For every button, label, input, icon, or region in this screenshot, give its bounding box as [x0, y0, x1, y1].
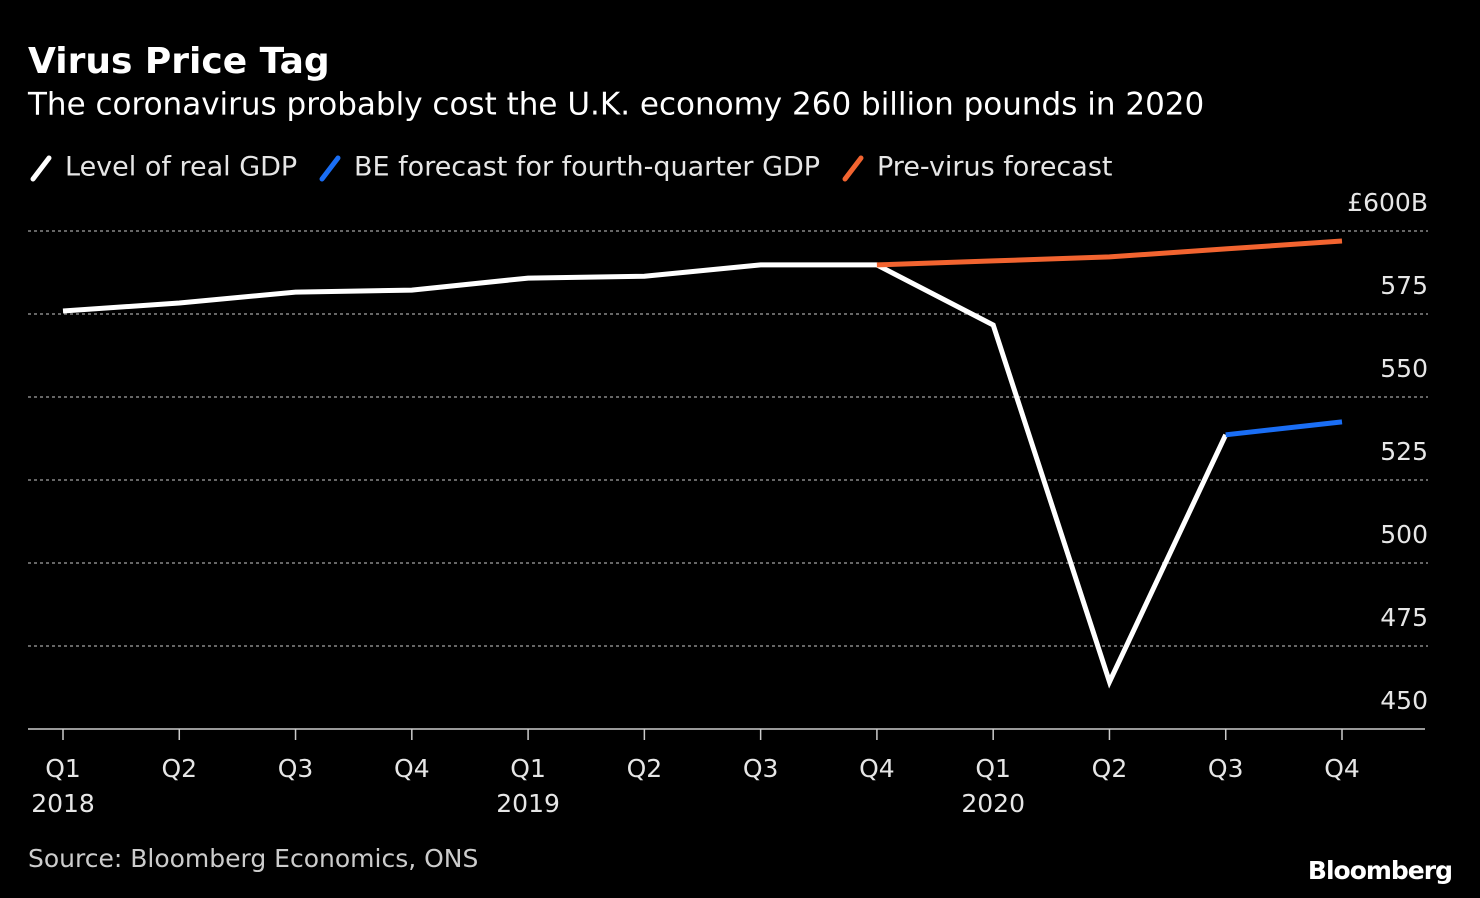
chart-subtitle: The coronavirus probably cost the U.K. e…	[27, 87, 1204, 123]
legend-label: BE forecast for fourth-quarter GDP	[354, 152, 820, 183]
x-year-label: 2019	[496, 789, 560, 818]
legend-swatch	[842, 155, 864, 182]
x-year-label: 2018	[31, 789, 95, 818]
legend-swatch	[319, 155, 341, 182]
legend-label: Pre-virus forecast	[877, 152, 1112, 183]
y-tick-label: £600B	[1347, 188, 1428, 217]
series-line	[1225, 419, 1343, 438]
x-tick-label: Q1	[975, 754, 1011, 783]
source: Source: Bloomberg Economics, ONS	[28, 844, 478, 873]
x-tick-label: Q1	[510, 754, 546, 783]
y-tick-label: 525	[1380, 437, 1428, 466]
chart-title: Virus Price Tag	[28, 41, 330, 82]
x-tick-label: Q3	[278, 754, 314, 783]
x-tick-label: Q2	[1092, 754, 1128, 783]
x-tick-label: Q3	[743, 754, 779, 783]
y-tick-label: 550	[1380, 354, 1428, 383]
legend-swatch	[30, 155, 52, 182]
x-year-label: 2020	[961, 789, 1025, 818]
x-tick-label: Q1	[45, 754, 81, 783]
series-line	[62, 262, 1228, 689]
x-tick-label: Q4	[859, 754, 895, 783]
x-tick-label: Q2	[627, 754, 663, 783]
x-tick-label: Q4	[394, 754, 430, 783]
x-tick-label: Q4	[1324, 754, 1360, 783]
legend-label: Level of real GDP	[65, 152, 297, 183]
x-tick-label: Q3	[1208, 754, 1244, 783]
y-tick-label: 500	[1380, 520, 1428, 549]
x-tick-label: Q2	[161, 754, 197, 783]
y-tick-label: 575	[1380, 271, 1428, 300]
brand: Bloomberg	[1308, 856, 1452, 885]
y-tick-label: 450	[1380, 686, 1428, 715]
y-tick-label: 475	[1380, 603, 1428, 632]
series-line	[876, 238, 1343, 268]
